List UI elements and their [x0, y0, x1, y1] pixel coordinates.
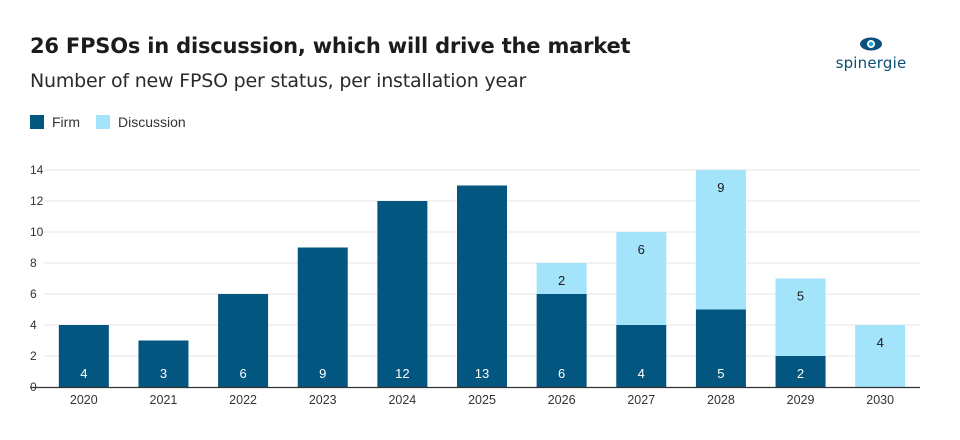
bar-discussion — [616, 232, 667, 325]
data-label: 4 — [877, 335, 884, 350]
bar-firm — [536, 294, 587, 387]
chart-subtitle: Number of new FPSO per status, per insta… — [30, 70, 527, 92]
data-label: 12 — [395, 366, 409, 381]
bar-discussion — [855, 325, 906, 387]
legend-label-firm: Firm — [52, 114, 80, 130]
data-label: 13 — [475, 366, 489, 381]
y-tick-label: 12 — [30, 194, 44, 208]
bar-discussion — [536, 263, 587, 294]
y-tick-label: 4 — [30, 318, 37, 332]
data-label: 9 — [717, 180, 724, 195]
bar-firm — [297, 247, 348, 387]
data-label: 9 — [319, 366, 326, 381]
bar-firm — [138, 340, 189, 387]
x-tick-label: 2029 — [787, 393, 815, 407]
eye-icon — [860, 37, 882, 51]
x-tick-label: 2028 — [707, 393, 735, 407]
data-label: 4 — [638, 366, 645, 381]
bar-firm — [377, 201, 428, 387]
legend-swatch-firm — [30, 115, 44, 129]
chart-legend: Firm Discussion — [30, 114, 202, 130]
legend-swatch-discussion — [96, 115, 110, 129]
bar-firm — [58, 325, 109, 387]
x-tick-label: 2030 — [866, 393, 894, 407]
bar-firm — [218, 294, 269, 387]
bar-firm — [457, 185, 507, 387]
bar-firm — [695, 309, 746, 387]
legend-item-firm: Firm — [30, 114, 80, 130]
logo-text: spinergie — [835, 54, 907, 72]
chart-title: 26 FPSOs in discussion, which will drive… — [30, 34, 631, 58]
x-tick-label: 2021 — [150, 393, 178, 407]
data-label: 4 — [80, 366, 87, 381]
data-label: 5 — [797, 289, 804, 304]
legend-item-discussion: Discussion — [96, 114, 186, 130]
bar-firm — [775, 356, 826, 387]
data-label: 2 — [558, 273, 565, 288]
y-tick-label: 6 — [30, 287, 37, 301]
data-label: 5 — [717, 366, 724, 381]
data-label: 3 — [160, 366, 167, 381]
spinergie-logo: spinergie — [826, 36, 916, 76]
y-tick-label: 10 — [30, 225, 44, 239]
bar-firm — [616, 325, 667, 387]
y-tick-label: 14 — [30, 163, 44, 177]
x-tick-label: 2020 — [70, 393, 98, 407]
x-tick-label: 2022 — [229, 393, 257, 407]
data-label: 6 — [558, 366, 565, 381]
x-tick-label: 2027 — [627, 393, 655, 407]
x-tick-label: 2026 — [548, 393, 576, 407]
y-tick-label: 2 — [30, 349, 37, 363]
x-tick-label: 2023 — [309, 393, 337, 407]
bar-discussion — [695, 170, 746, 310]
y-tick-label: 8 — [30, 256, 37, 270]
bar-discussion — [775, 278, 826, 356]
x-tick-label: 2025 — [468, 393, 496, 407]
legend-label-discussion: Discussion — [118, 114, 186, 130]
data-label: 6 — [239, 366, 246, 381]
data-label: 2 — [797, 366, 804, 381]
data-label: 6 — [638, 242, 645, 257]
x-tick-label: 2024 — [388, 393, 416, 407]
